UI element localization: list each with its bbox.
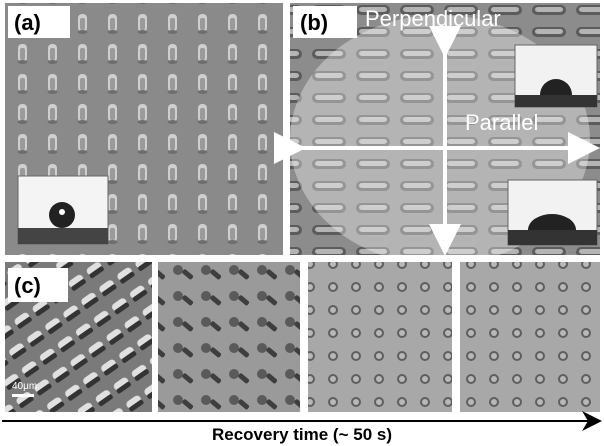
scale-bar: 40μm bbox=[12, 381, 37, 392]
caption: Recovery time (~ 50 s) bbox=[212, 425, 392, 444]
panel-label: (a) bbox=[14, 10, 41, 35]
annotation: Perpendicular bbox=[365, 6, 501, 31]
panel-label: (c) bbox=[14, 273, 41, 298]
panel-c: (c) 40μm bbox=[5, 262, 600, 412]
annotation: Parallel bbox=[465, 110, 538, 135]
figure: (a) (b) Perpendicular Parallel (c) 40μm … bbox=[0, 0, 604, 446]
panel-a: (a) bbox=[5, 3, 283, 255]
panel-b: (b) Perpendicular Parallel bbox=[290, 3, 600, 265]
panel-label: (b) bbox=[300, 10, 328, 35]
